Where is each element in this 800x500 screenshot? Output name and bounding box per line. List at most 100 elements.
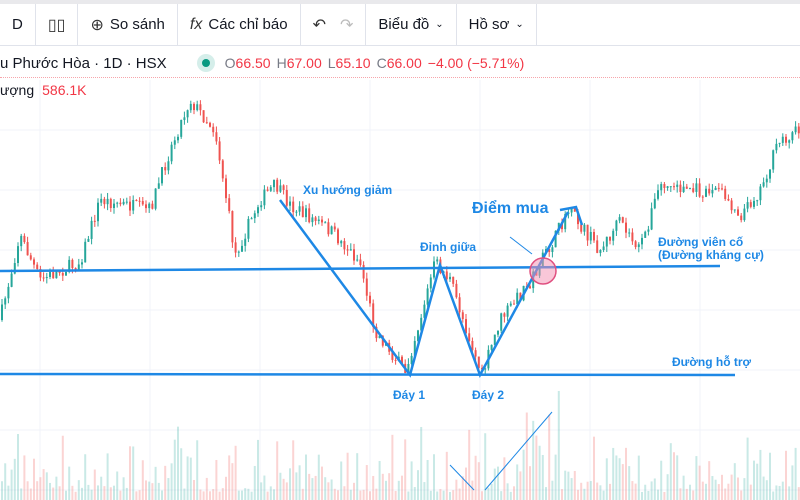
volume-arrow-up — [484, 411, 553, 491]
candle-body — [653, 198, 656, 209]
candle-body — [788, 140, 791, 143]
volume-bar — [17, 434, 19, 500]
candle-body — [445, 271, 448, 280]
candle-body — [93, 220, 96, 222]
volume-bar — [26, 481, 29, 500]
candle-body — [394, 359, 397, 361]
candle-body — [746, 202, 749, 209]
volume-bar — [13, 458, 16, 500]
candle-body — [106, 198, 109, 205]
volume-bar — [769, 452, 771, 500]
volume-bar — [375, 488, 378, 500]
volume-bar — [481, 491, 483, 500]
symbol-info[interactable]: u Phước Hòa · 1D · HSX — [0, 54, 167, 72]
candle-body — [349, 249, 352, 251]
volume-bar — [228, 455, 231, 500]
volume-bar — [554, 454, 557, 500]
candle-body — [74, 268, 77, 270]
candle-body — [289, 201, 291, 206]
volume-bar — [589, 481, 592, 500]
volume-bar — [749, 484, 752, 500]
undo-icon[interactable]: ↶ — [312, 16, 326, 34]
compare-button[interactable]: ⊕ So sánh — [78, 4, 178, 45]
volume-bar — [541, 454, 544, 500]
volume-bar — [343, 486, 346, 500]
volume-bar — [577, 489, 579, 500]
volume-bar — [225, 476, 227, 500]
candle-body — [103, 198, 106, 205]
volume-bar — [765, 480, 768, 500]
candle-body — [346, 249, 349, 251]
volume-bar — [218, 491, 221, 500]
indicators-button[interactable]: fx Các chỉ báo — [178, 4, 301, 45]
candle-body — [129, 201, 131, 211]
volume-bar — [81, 487, 83, 500]
volume-bar — [641, 491, 643, 500]
interval-button[interactable]: D — [0, 4, 36, 45]
volume-bar — [77, 480, 80, 500]
volume-bar — [113, 485, 115, 500]
chevron-down-icon: ⌄ — [515, 19, 524, 30]
candle-body — [13, 263, 16, 274]
candle-body — [714, 187, 717, 190]
volume-bar — [737, 477, 739, 500]
volume-bar — [605, 458, 608, 500]
volume-bar — [705, 483, 707, 500]
volume-bar — [321, 466, 323, 500]
volume-bar — [445, 451, 448, 500]
symbol-name: u Phước Hòa — [0, 54, 90, 72]
candle-body — [202, 110, 205, 123]
candle-body — [161, 167, 163, 184]
volume-bar — [621, 464, 624, 500]
candle-body — [340, 241, 343, 244]
candle-body — [221, 160, 224, 179]
volume-bar — [369, 491, 371, 500]
chart-type-button[interactable]: ▯▯ — [36, 4, 79, 45]
candle-body — [237, 251, 240, 253]
volume-bar — [356, 453, 359, 500]
volume-bar — [532, 420, 535, 500]
volume-bar — [465, 467, 467, 500]
volume-bar — [279, 472, 282, 500]
candle-body — [301, 206, 304, 218]
candle-body — [513, 303, 515, 305]
volume-bar — [724, 488, 727, 500]
candle-body — [561, 222, 563, 230]
candle-body — [52, 272, 55, 279]
volume-bar — [666, 474, 669, 500]
profile-menu-button[interactable]: Hồ sơ ⌄ — [457, 4, 537, 45]
volume-bar — [791, 465, 794, 500]
candle-body — [314, 217, 317, 221]
candle-body — [26, 242, 29, 256]
candle-body — [506, 305, 509, 317]
redo-icon[interactable]: ↷ — [339, 16, 354, 34]
candle-body — [676, 184, 679, 187]
candle-body — [570, 207, 573, 213]
volume-bar — [337, 490, 339, 500]
volume-bar — [513, 486, 515, 500]
volume-bar — [298, 465, 301, 500]
volume-bar — [330, 479, 333, 500]
candle-body — [474, 350, 477, 357]
candle-body — [500, 313, 503, 331]
volume-bar — [167, 478, 170, 500]
volume-bar — [717, 484, 720, 500]
candle-body — [333, 226, 336, 230]
volume-bar — [477, 462, 480, 500]
candle-body — [381, 335, 384, 346]
volume-bar — [471, 480, 474, 500]
volume-bar — [564, 470, 567, 500]
candle-body — [781, 136, 784, 143]
volume-bar — [557, 390, 560, 500]
candle-body — [711, 189, 714, 194]
volume-bar — [164, 465, 167, 500]
volume-bar — [122, 477, 125, 500]
volume-bar — [404, 439, 407, 500]
volume-bar — [423, 482, 426, 500]
candle-body — [58, 271, 61, 274]
chart-menu-button[interactable]: Biểu đồ ⌄ — [366, 4, 457, 45]
resistance-line — [0, 264, 721, 273]
candle-body — [234, 242, 237, 253]
volume-bar — [231, 463, 234, 500]
